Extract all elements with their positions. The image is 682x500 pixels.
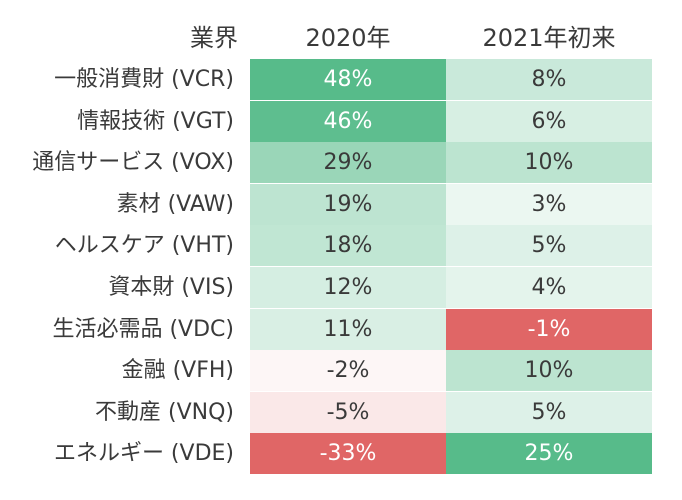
value-2021-cell: 6% [446,100,652,142]
header-2021-ytd: 2021年初来 [482,24,616,52]
value-2021-cell: 3% [446,183,652,225]
value-2021-cell: 5% [446,225,652,267]
sector-label: 金融 (VFH) [121,358,234,384]
sector-label: 資本財 (VIS) [108,275,234,300]
value-2020-cell: 19% [250,183,446,225]
sector-label: 一般消費財 (VCR) [54,67,234,92]
header-sector: 業界 [190,24,238,52]
value-2021-cell: 4% [446,267,652,308]
value-2020-cell: 12% [250,267,446,308]
value-2020-cell: -5% [250,391,446,433]
value-2020-cell: 18% [250,225,446,267]
sector-label: ヘルスケア (VHT) [54,233,234,259]
value-2021-cell: -1% [446,308,652,350]
value-2020-cell: -33% [250,433,446,475]
sector-label: 情報技術 (VGT) [77,108,234,134]
value-2020-cell: 46% [250,100,446,142]
sector-label: 通信サービス (VOX) [32,150,234,176]
sector-label: 素材 (VAW) [116,191,234,217]
sector-label: 生活必需品 (VDC) [52,316,234,342]
value-2021-cell: 5% [446,391,652,433]
header-2020: 2020年 [305,24,391,52]
value-2021-cell: 8% [446,59,652,100]
value-2020-cell: -2% [250,350,446,392]
value-2021-cell: 10% [446,350,652,392]
value-2021-cell: 10% [446,142,652,184]
value-2020-cell: 48% [250,59,446,100]
sector-label: エネルギー (VDE) [53,441,234,467]
sector-label: 不動産 (VNQ) [95,399,234,425]
value-2020-cell: 11% [250,308,446,350]
value-2021-cell: 25% [446,433,652,475]
value-2020-cell: 29% [250,142,446,184]
